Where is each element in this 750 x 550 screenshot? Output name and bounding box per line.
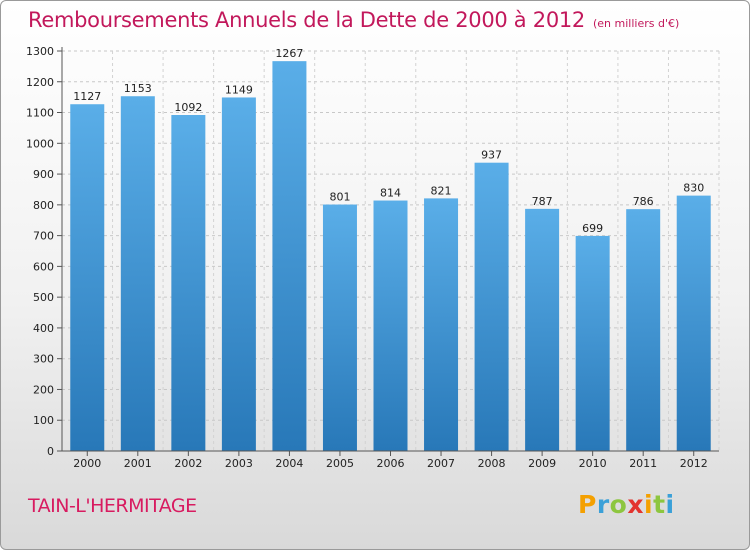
value-label-2000: 1127 [73, 90, 101, 103]
y-tick-label: 1000 [26, 137, 54, 150]
logo-letter: o [609, 490, 628, 519]
value-label-2002: 1092 [174, 101, 202, 114]
chart-subtitle: (en milliers d'€) [593, 17, 680, 30]
logo-letter: x [627, 490, 644, 519]
bar-2001 [120, 96, 155, 451]
y-tick-label: 800 [33, 199, 54, 212]
x-tick-label-2010: 2010 [579, 457, 607, 470]
x-tick-label-2012: 2012 [680, 457, 708, 470]
value-label-2007: 821 [431, 184, 452, 197]
bar-2009 [525, 208, 560, 451]
bar-2006 [373, 200, 408, 451]
value-label-2004: 1267 [275, 47, 303, 60]
bars [70, 61, 711, 452]
value-label-2005: 801 [329, 191, 350, 204]
bar-2007 [424, 198, 459, 451]
y-tick-label: 1200 [26, 76, 54, 89]
value-label-2008: 937 [481, 149, 502, 162]
x-tick-label-2001: 2001 [124, 457, 152, 470]
logo-letter: i [644, 490, 654, 519]
chart-title: Remboursements Annuels de la Dette de 20… [28, 8, 679, 32]
y-tick-label: 700 [33, 230, 54, 243]
logo-letter: t [653, 490, 666, 519]
y-tick-label: 200 [33, 383, 54, 396]
bar-2002 [171, 115, 206, 451]
x-tick-label-2006: 2006 [377, 457, 405, 470]
proxiti-logo: Proxiti [578, 490, 675, 519]
value-label-2001: 1153 [124, 82, 152, 95]
value-label-2009: 787 [532, 195, 553, 208]
bar-2008 [474, 162, 509, 451]
value-label-2010: 699 [582, 222, 603, 235]
y-tick-label: 600 [33, 260, 54, 273]
value-label-2012: 830 [683, 182, 704, 195]
bar-2004 [272, 61, 307, 452]
value-label-2011: 786 [633, 195, 654, 208]
x-tick-label-2005: 2005 [326, 457, 354, 470]
y-tick-label: 900 [33, 168, 54, 181]
logo-letter: i [665, 490, 675, 519]
logo-letter: r [596, 490, 610, 519]
labels: 0 100 200 300 400 500 600 700 800 900 1000 1100 1200… [26, 45, 708, 470]
x-tick-label-2002: 2002 [174, 457, 202, 470]
y-tick-label: 500 [33, 291, 54, 304]
location-label: TAIN-L'HERMITAGE [28, 495, 197, 517]
bar-2000 [70, 104, 105, 451]
y-tick-label: 300 [33, 353, 54, 366]
axes [57, 47, 719, 456]
y-tick-label: 1100 [26, 107, 54, 120]
bar-2003 [221, 97, 256, 451]
y-tick-label: 100 [33, 414, 54, 427]
y-tick-label: 1300 [26, 45, 54, 58]
bar-2011 [626, 209, 661, 451]
x-tick-label-2000: 2000 [73, 457, 101, 470]
value-label-2006: 814 [380, 187, 401, 200]
logo-letter: P [578, 490, 597, 519]
bar-2010 [575, 235, 610, 451]
x-tick-label-2003: 2003 [225, 457, 253, 470]
bar-2012 [676, 195, 711, 451]
x-tick-label-2004: 2004 [275, 457, 303, 470]
chart-title-text: Remboursements Annuels de la Dette de 20… [28, 8, 585, 32]
value-label-2003: 1149 [225, 83, 253, 96]
x-tick-label-2008: 2008 [478, 457, 506, 470]
y-tick-label: 0 [47, 445, 54, 458]
x-tick-label-2007: 2007 [427, 457, 455, 470]
x-tick-label-2011: 2011 [629, 457, 657, 470]
bar-2005 [322, 204, 357, 451]
y-tick-label: 400 [33, 322, 54, 335]
x-tick-label-2009: 2009 [528, 457, 556, 470]
